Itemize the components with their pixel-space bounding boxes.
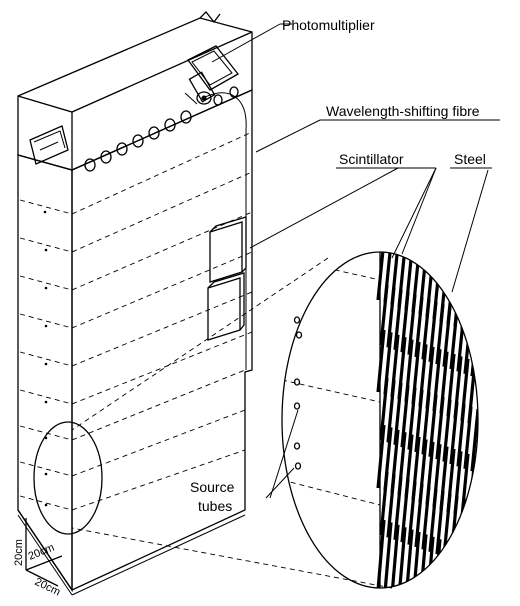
steel-strip	[446, 543, 456, 588]
photomultiplier	[184, 45, 239, 105]
steel-strip	[379, 471, 389, 536]
steel-strip	[463, 500, 473, 564]
steel-strip	[460, 548, 470, 588]
zoom-region-ellipse	[33, 421, 103, 535]
steel-strip	[418, 534, 428, 588]
label-scintillator: Scintillator	[339, 151, 404, 167]
steel-strip	[453, 546, 463, 588]
steel-strip	[449, 495, 459, 560]
steel-strip	[435, 491, 445, 555]
scale-vertical: 20cm	[13, 539, 25, 566]
scintillator-tile-lower	[207, 272, 245, 341]
magnified-view	[33, 251, 479, 589]
steel-strip	[467, 271, 477, 332]
steel-strip	[467, 551, 477, 588]
steel-strip	[442, 493, 452, 557]
girder	[17, 11, 253, 172]
steel-strip	[376, 252, 386, 301]
scintillator-tile-upper	[209, 216, 247, 283]
steel-strip	[460, 268, 470, 329]
girder-holes	[84, 86, 239, 172]
steel-strip	[407, 481, 417, 545]
steel-strip	[411, 531, 421, 588]
steel-strip	[393, 476, 403, 540]
scale-width: 20cm	[33, 576, 62, 599]
label-photomultiplier: Photomultiplier	[282, 17, 375, 33]
girder-opening	[29, 125, 69, 165]
module-side-face	[71, 88, 253, 592]
steel-strip	[376, 519, 386, 588]
cell-boundaries	[19, 131, 253, 511]
label-wavelength-fibre: Wavelength-shifting fibre	[326, 103, 480, 119]
label-source: Source	[190, 479, 235, 495]
steel-strip	[376, 424, 386, 489]
front-tick-marks	[43, 210, 48, 507]
steel-strip	[470, 503, 478, 567]
steel-strip	[376, 329, 386, 393]
steel-strip	[390, 524, 400, 588]
steel-strip	[386, 474, 396, 538]
source-tube-holes	[293, 316, 303, 470]
label-steel: Steel	[454, 151, 486, 167]
steel-strip	[456, 498, 466, 562]
label-tubes: tubes	[198, 498, 232, 514]
leader-lines	[211, 23, 489, 499]
steel-strip	[383, 522, 393, 588]
steel-strip	[428, 488, 438, 552]
steel-scintillator-strips	[376, 252, 478, 588]
steel-strip	[414, 483, 424, 548]
steel-strip	[400, 479, 410, 543]
steel-strip	[421, 486, 431, 550]
